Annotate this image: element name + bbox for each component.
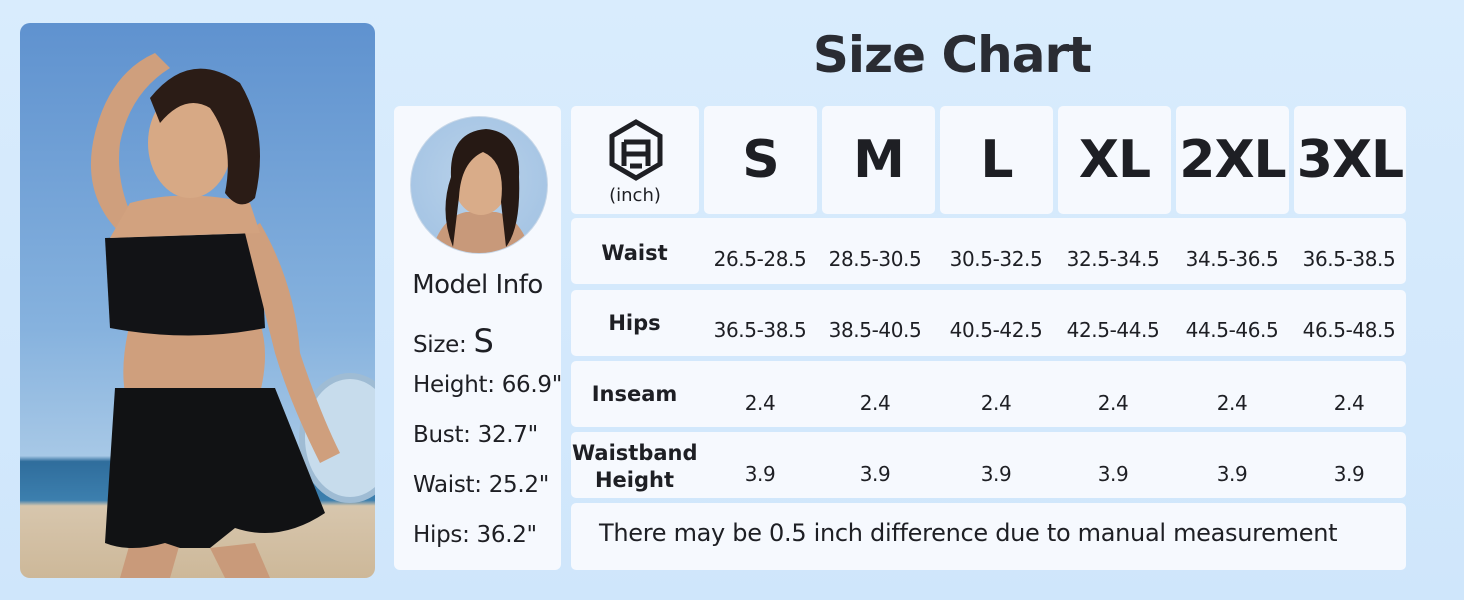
size-header-3xl: 3XL: [1294, 106, 1406, 214]
model-info-heading: Model Info: [412, 270, 543, 300]
model-bust: Bust: 32.7": [413, 422, 538, 448]
table-row-inseam: [571, 361, 1406, 427]
hips-value: 40.5-42.5: [949, 318, 1043, 342]
size-header-m: M: [822, 106, 935, 214]
waistband-height-value: 3.9: [980, 462, 1012, 486]
hips-value: 46.5-48.5: [1302, 318, 1396, 342]
model-waist: Waist: 25.2": [413, 472, 550, 498]
waist-value: 32.5-34.5: [1066, 247, 1160, 271]
model-avatar: [410, 116, 548, 254]
waistband-height-value: 3.9: [1216, 462, 1248, 486]
product-photo: [20, 23, 375, 578]
model-height: Height: 66.9": [413, 372, 562, 398]
size-header-s: S: [704, 106, 817, 214]
inseam-value: 2.4: [744, 391, 776, 415]
inseam-value: 2.4: [1333, 391, 1365, 415]
waist-value: 30.5-32.5: [949, 247, 1043, 271]
note-row: [571, 503, 1406, 570]
row-label-hips: Hips: [608, 311, 661, 335]
waist-value: 36.5-38.5: [1302, 247, 1396, 271]
model-size-label: Size:: [413, 332, 474, 358]
row-label-waistband-height: Waistband Height: [572, 441, 698, 492]
brand-unit-cell: (inch): [571, 106, 699, 214]
measurement-note: There may be 0.5 inch difference due to …: [599, 519, 1338, 547]
row-label-inseam: Inseam: [591, 382, 678, 406]
hips-value: 44.5-46.5: [1185, 318, 1279, 342]
inseam-value: 2.4: [980, 391, 1012, 415]
table-row-waistband-height: [571, 432, 1406, 498]
waistband-height-value: 3.9: [859, 462, 891, 486]
model-size: Size: S: [413, 322, 494, 360]
page-title: Size Chart: [812, 26, 1092, 84]
waistband-height-value: 3.9: [1097, 462, 1129, 486]
table-row-waist: [571, 218, 1406, 284]
hips-value: 42.5-44.5: [1066, 318, 1160, 342]
waistband-height-value: 3.9: [1333, 462, 1365, 486]
inseam-value: 2.4: [1097, 391, 1129, 415]
waist-value: 28.5-30.5: [828, 247, 922, 271]
size-header-2xl: 2XL: [1176, 106, 1289, 214]
hips-value: 38.5-40.5: [828, 318, 922, 342]
row-label-waist: Waist: [601, 241, 668, 265]
model-size-value: S: [473, 322, 494, 360]
size-header-xl: XL: [1058, 106, 1171, 214]
inseam-value: 2.4: [1216, 391, 1248, 415]
size-header-l: L: [940, 106, 1053, 214]
table-row-hips: [571, 290, 1406, 356]
brand-logo-icon: [609, 119, 663, 181]
unit-label: (inch): [609, 185, 661, 206]
model-hips: Hips: 36.2": [413, 522, 537, 548]
inseam-value: 2.4: [859, 391, 891, 415]
model-info-card: Model Info Size: S Height: 66.9" Bust: 3…: [394, 106, 562, 570]
waist-value: 26.5-28.5: [713, 247, 807, 271]
waistband-height-value: 3.9: [744, 462, 776, 486]
hips-value: 36.5-38.5: [713, 318, 807, 342]
waist-value: 34.5-36.5: [1185, 247, 1279, 271]
